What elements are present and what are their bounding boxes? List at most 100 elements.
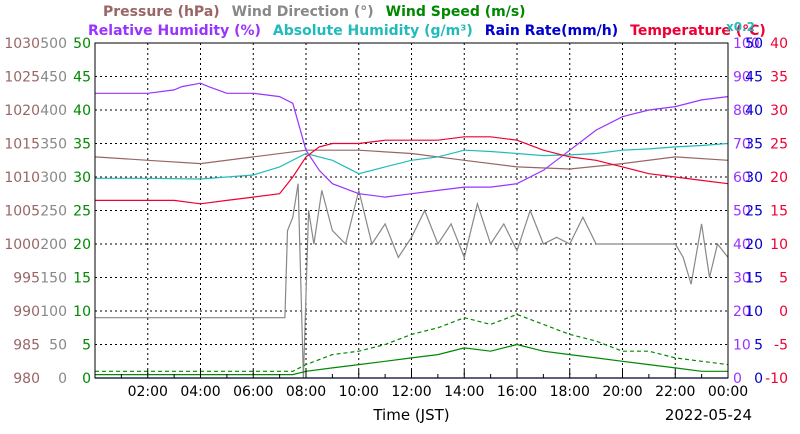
series-line-pressure-hpa bbox=[94, 149, 729, 170]
right-axis-tick-label: 100 bbox=[733, 36, 760, 52]
x-tick-label: 14:00 bbox=[444, 384, 484, 400]
left-axis-tick-label: 995 bbox=[13, 271, 40, 287]
right-axis-tick-label: 40 bbox=[745, 103, 763, 119]
right-axis-tick-label: 10 bbox=[770, 237, 788, 253]
right-axis-tick-label: 30 bbox=[770, 103, 788, 119]
x-tick-label: 08:00 bbox=[286, 384, 326, 400]
right-axis-tick-label: 15 bbox=[745, 271, 763, 287]
left-axis-tick-label: 40 bbox=[73, 103, 91, 119]
left-axis-tick-label: 350 bbox=[40, 137, 67, 153]
left-axis-tick-label: 1015 bbox=[4, 137, 40, 153]
right-axis-tick-label: 50 bbox=[745, 36, 763, 52]
right-axis-tick-label: 30 bbox=[745, 170, 763, 186]
left-axis-tick-label: 500 bbox=[40, 36, 67, 52]
left-axis-tick-label: 50 bbox=[73, 36, 91, 52]
series-line-absolute-humidity-g-m bbox=[95, 142, 729, 180]
left-axis-tick-label: 250 bbox=[40, 204, 67, 220]
legend-entry: Rain Rate(mm/h) bbox=[485, 23, 618, 39]
right-axis-tick-label: -5 bbox=[774, 338, 788, 354]
right-axis-tick-label: 25 bbox=[745, 204, 763, 220]
right-axis-tick-label: 30 bbox=[733, 271, 751, 287]
left-axis-tick-label: 100 bbox=[40, 304, 67, 320]
right-axes: 0102030405060708090100051015202530354045… bbox=[733, 36, 788, 387]
right-axis-tick-label: 20 bbox=[745, 237, 763, 253]
x-tick-label: 04:00 bbox=[180, 384, 220, 400]
legend-entry: Relative Humidity (%) bbox=[88, 23, 261, 39]
right-axis-tick-label: 0 bbox=[754, 371, 763, 387]
right-axis-tick-label: 35 bbox=[770, 70, 788, 86]
legend-entry: Wind Direction (°) bbox=[232, 4, 374, 20]
right-axis-tick-label: 10 bbox=[745, 304, 763, 320]
right-axis-tick-label: 50 bbox=[733, 204, 751, 220]
series-line-wind-speed-m-s-gust bbox=[95, 313, 729, 372]
left-axis-tick-label: 1010 bbox=[4, 170, 40, 186]
x-tick-label: 00:00 bbox=[708, 384, 748, 400]
series-line-wind-direction bbox=[95, 183, 729, 379]
left-axis-tick-label: 10 bbox=[73, 304, 91, 320]
left-axis-tick-label: 1030 bbox=[4, 36, 40, 52]
right-axis-tick-label: -10 bbox=[765, 371, 788, 387]
right-axis-tick-label: 40 bbox=[733, 237, 751, 253]
left-axis-tick-label: 450 bbox=[40, 70, 67, 86]
x-tick-label: 22:00 bbox=[655, 384, 695, 400]
left-axis-tick-label: 0 bbox=[82, 371, 91, 387]
x-tick-label: 06:00 bbox=[233, 384, 273, 400]
grid bbox=[95, 43, 728, 378]
right-axis-tick-label: 35 bbox=[745, 137, 763, 153]
series-line-temperature-c bbox=[95, 136, 729, 205]
left-axis-tick-label: 20 bbox=[73, 237, 91, 253]
legend: Pressure (hPa) Wind Direction (°) Wind Spe… bbox=[88, 4, 766, 39]
left-axis-tick-label: 980 bbox=[13, 371, 40, 387]
right-axis-tick-label: 15 bbox=[770, 204, 788, 220]
left-axis-tick-label: 200 bbox=[40, 237, 67, 253]
legend-entry: Absolute Humidity (g/m³) bbox=[273, 23, 473, 39]
x-ticks: 02:00 04:00 06:00 08:00 10:00 12:00 14:00 16:00… bbox=[94, 370, 748, 400]
x-tick-label: 18:00 bbox=[550, 384, 590, 400]
right-axis-tick-label: 25 bbox=[770, 137, 788, 153]
left-axis-tick-label: 5 bbox=[82, 338, 91, 354]
right-axis-tick-label: 10 bbox=[733, 338, 751, 354]
right-axis-tick-label: 45 bbox=[745, 70, 763, 86]
left-axes: 9809859909951000100510101015102010251030… bbox=[4, 36, 91, 387]
left-axis-tick-label: 25 bbox=[73, 204, 91, 220]
legend-entry: Pressure (hPa) bbox=[103, 4, 220, 20]
left-axis-tick-label: 1020 bbox=[4, 103, 40, 119]
series-line-wind-speed-m-s-avg bbox=[95, 343, 728, 376]
right-axis-tick-label: 5 bbox=[779, 271, 788, 287]
x-tick-label: 20:00 bbox=[602, 384, 642, 400]
left-axis-tick-label: 1005 bbox=[4, 204, 40, 220]
left-axis-tick-label: 150 bbox=[40, 271, 67, 287]
right-axis-tick-label: 0 bbox=[733, 371, 742, 387]
date-label: 2022-05-24 bbox=[665, 406, 752, 424]
x-tick-label: 12:00 bbox=[391, 384, 431, 400]
right-axis-tick-label: 5 bbox=[754, 338, 763, 354]
left-axis-tick-label: 15 bbox=[73, 271, 91, 287]
right-axis-tick-label: 60 bbox=[733, 170, 751, 186]
right-axis-tick-label: 90 bbox=[733, 70, 751, 86]
right-axis-tick-label: 70 bbox=[733, 137, 751, 153]
right-axis-tick-label: 80 bbox=[733, 103, 751, 119]
left-axis-tick-label: 985 bbox=[13, 338, 40, 354]
left-axis-tick-label: 30 bbox=[73, 170, 91, 186]
x-axis-label: Time (JST) bbox=[372, 406, 449, 424]
left-axis-tick-label: 300 bbox=[40, 170, 67, 186]
x-tick-label: 02:00 bbox=[128, 384, 168, 400]
x-tick-label: 10:00 bbox=[339, 384, 379, 400]
legend-entry: Wind Speed (m/s) bbox=[386, 4, 526, 20]
left-axis-tick-label: 400 bbox=[40, 103, 67, 119]
series-line-relative-humidity bbox=[95, 82, 729, 198]
left-axis-tick-label: 0 bbox=[58, 371, 67, 387]
left-axis-tick-label: 1025 bbox=[4, 70, 40, 86]
left-axis-tick-label: 35 bbox=[73, 137, 91, 153]
x-tick-label: 16:00 bbox=[497, 384, 537, 400]
right-axis-tick-label: 40 bbox=[770, 36, 788, 52]
scale-note: x0.2 bbox=[726, 20, 755, 34]
right-axis-tick-label: 20 bbox=[733, 304, 751, 320]
right-axis-tick-label: 20 bbox=[770, 170, 788, 186]
left-axis-tick-label: 50 bbox=[49, 338, 67, 354]
legend-entry: Temperature (°C) bbox=[630, 23, 766, 39]
left-axis-tick-label: 45 bbox=[73, 70, 91, 86]
right-axis-tick-label: 0 bbox=[779, 304, 788, 320]
left-axis-tick-label: 990 bbox=[13, 304, 40, 320]
